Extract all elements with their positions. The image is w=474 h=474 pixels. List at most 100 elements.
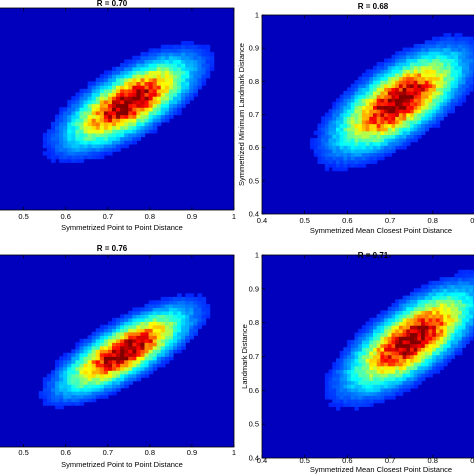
heatmap-cell: [450, 321, 455, 326]
heatmap-cell: [339, 127, 344, 132]
heatmap-cell: [469, 280, 474, 286]
heatmap-cell: [144, 370, 150, 375]
heatmap-cell: [103, 356, 109, 361]
heatmap-cell: [339, 350, 344, 356]
heatmap-cell: [384, 317, 389, 323]
heatmap-cell: [79, 345, 85, 350]
heatmap-cell: [387, 354, 393, 359]
heatmap-cell: [193, 85, 198, 90]
heatmap-cell: [189, 92, 194, 97]
heatmap-cell: [124, 63, 129, 68]
heatmap-cell: [71, 140, 76, 145]
heatmap-cell: [152, 125, 158, 130]
heatmap-cell: [103, 121, 109, 127]
heatmap-cell: [103, 359, 109, 364]
heatmap-cell: [197, 317, 203, 322]
heatmap-cell: [461, 325, 467, 330]
heatmap-cell: [380, 148, 385, 154]
heatmap-cell: [358, 138, 363, 143]
heatmap-cell: [107, 335, 113, 340]
heatmap-cell: [156, 88, 162, 94]
x-tick-label: 0.9: [187, 212, 197, 221]
heatmap-cell: [387, 98, 393, 103]
heatmap-cell: [439, 116, 444, 121]
heatmap-cell: [447, 354, 452, 359]
panel-2: R = 0.680.40.50.60.70.80.9Symmetrized Me…: [237, 2, 474, 235]
heatmap-cell: [376, 395, 381, 400]
heatmap-cell: [421, 69, 426, 74]
heatmap-cell: [406, 387, 411, 393]
heatmap-cell: [132, 331, 137, 336]
heatmap-cell: [369, 365, 374, 371]
heatmap-cell: [384, 343, 389, 348]
heatmap-cell: [63, 380, 68, 385]
heatmap-cell: [185, 321, 190, 326]
heatmap-cell: [402, 90, 407, 96]
heatmap-cell: [107, 85, 113, 90]
heatmap-cell: [435, 101, 441, 107]
heatmap-cell: [79, 92, 85, 97]
heatmap-cell: [51, 377, 56, 382]
heatmap-cell: [42, 132, 48, 138]
heatmap-cell: [417, 127, 422, 132]
heatmap-cell: [59, 147, 64, 152]
heatmap-cell: [417, 373, 422, 378]
heatmap-cell: [148, 70, 154, 75]
heatmap-cell: [365, 362, 370, 367]
heatmap-cell: [387, 145, 393, 150]
heatmap-cell: [116, 99, 121, 105]
heatmap-cell: [95, 328, 101, 333]
heatmap-cell: [350, 402, 356, 407]
heatmap-cell: [144, 359, 150, 364]
heatmap-cell: [461, 87, 467, 92]
heatmap-cell: [71, 143, 76, 149]
heatmap-cell: [75, 154, 81, 160]
heatmap-cell: [432, 112, 437, 117]
heatmap-cell: [439, 284, 444, 289]
heatmap-cell: [164, 63, 170, 68]
heatmap-cell: [432, 306, 437, 311]
heatmap-cell: [67, 121, 72, 127]
heatmap-cell: [144, 99, 150, 105]
heatmap-cell: [358, 163, 363, 168]
heatmap-cell: [189, 293, 194, 298]
heatmap-cell: [402, 376, 407, 382]
heatmap-cell: [454, 336, 459, 341]
heatmap-cell: [120, 345, 125, 350]
heatmap-cell: [132, 70, 137, 75]
heatmap-cell: [421, 72, 426, 78]
heatmap-cell: [365, 159, 370, 164]
heatmap-cell: [132, 92, 137, 97]
heatmap-cell: [103, 370, 109, 375]
heatmap-cell: [55, 401, 60, 406]
heatmap-cell: [424, 358, 430, 363]
heatmap-cell: [197, 293, 203, 298]
heatmap-cell: [148, 324, 154, 329]
heatmap-cell: [136, 99, 142, 105]
heatmap-cell: [332, 123, 337, 128]
heatmap-cell: [128, 380, 133, 385]
heatmap-cell: [173, 96, 178, 101]
heatmap-cell: [87, 342, 93, 347]
heatmap-cell: [79, 110, 85, 116]
heatmap-cell: [156, 300, 162, 305]
heatmap-cell: [428, 354, 433, 359]
heatmap-cell: [140, 125, 146, 130]
heatmap-cell: [136, 107, 142, 112]
heatmap-cell: [42, 387, 48, 392]
heatmap-cell: [148, 300, 154, 305]
heatmap-cell: [185, 335, 190, 340]
heatmap-cell: [458, 314, 463, 319]
heatmap-cell: [67, 363, 72, 368]
heatmap-cell: [189, 74, 194, 79]
heatmap-cell: [75, 394, 81, 399]
heatmap-cell: [120, 324, 125, 329]
heatmap-cell: [67, 387, 72, 392]
heatmap-cell: [361, 98, 367, 103]
heatmap-cell: [469, 288, 474, 293]
heatmap-cell: [432, 36, 437, 41]
heatmap-cell: [395, 90, 400, 96]
heatmap-cell: [376, 116, 381, 121]
heatmap-cell: [447, 69, 452, 74]
heatmap-cell: [185, 99, 190, 105]
